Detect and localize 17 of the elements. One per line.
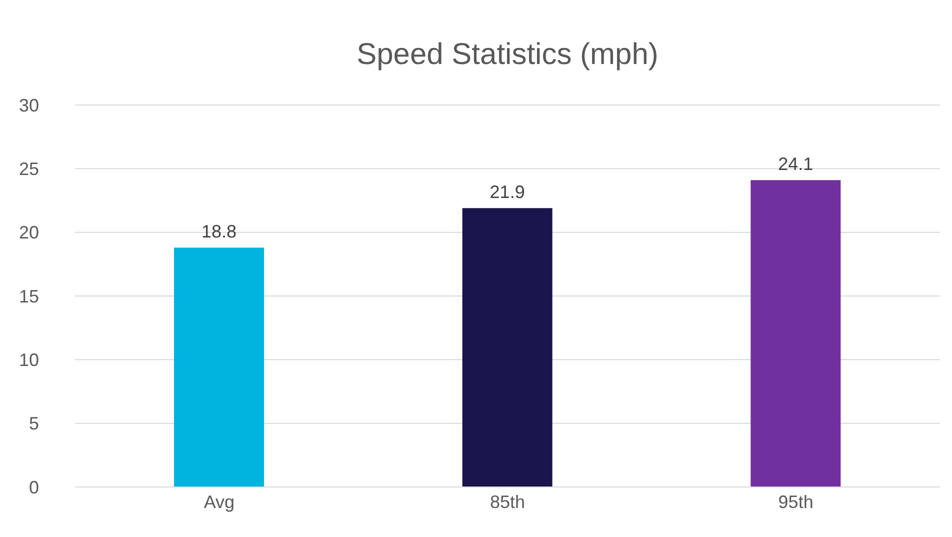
y-tick-label: 30 xyxy=(18,95,39,116)
y-tick-label: 0 xyxy=(28,477,39,498)
y-tick-label: 15 xyxy=(18,286,39,306)
chart-title: Speed Statistics (mph) xyxy=(356,38,660,72)
data-label: 24.1 xyxy=(778,154,814,174)
x-tick-label: 95th xyxy=(778,492,814,512)
y-tick-label: 10 xyxy=(18,350,39,370)
x-tick-label: 85th xyxy=(490,492,526,512)
data-label: 18.8 xyxy=(201,222,237,242)
y-tick-label: 20 xyxy=(18,222,39,243)
bar xyxy=(750,180,841,487)
bar xyxy=(462,208,552,487)
y-tick-label: 5 xyxy=(28,414,39,434)
bar xyxy=(174,248,264,487)
x-tick-label: Avg xyxy=(204,492,235,512)
data-label: 21.9 xyxy=(490,182,525,202)
y-tick-label: 25 xyxy=(18,159,39,180)
